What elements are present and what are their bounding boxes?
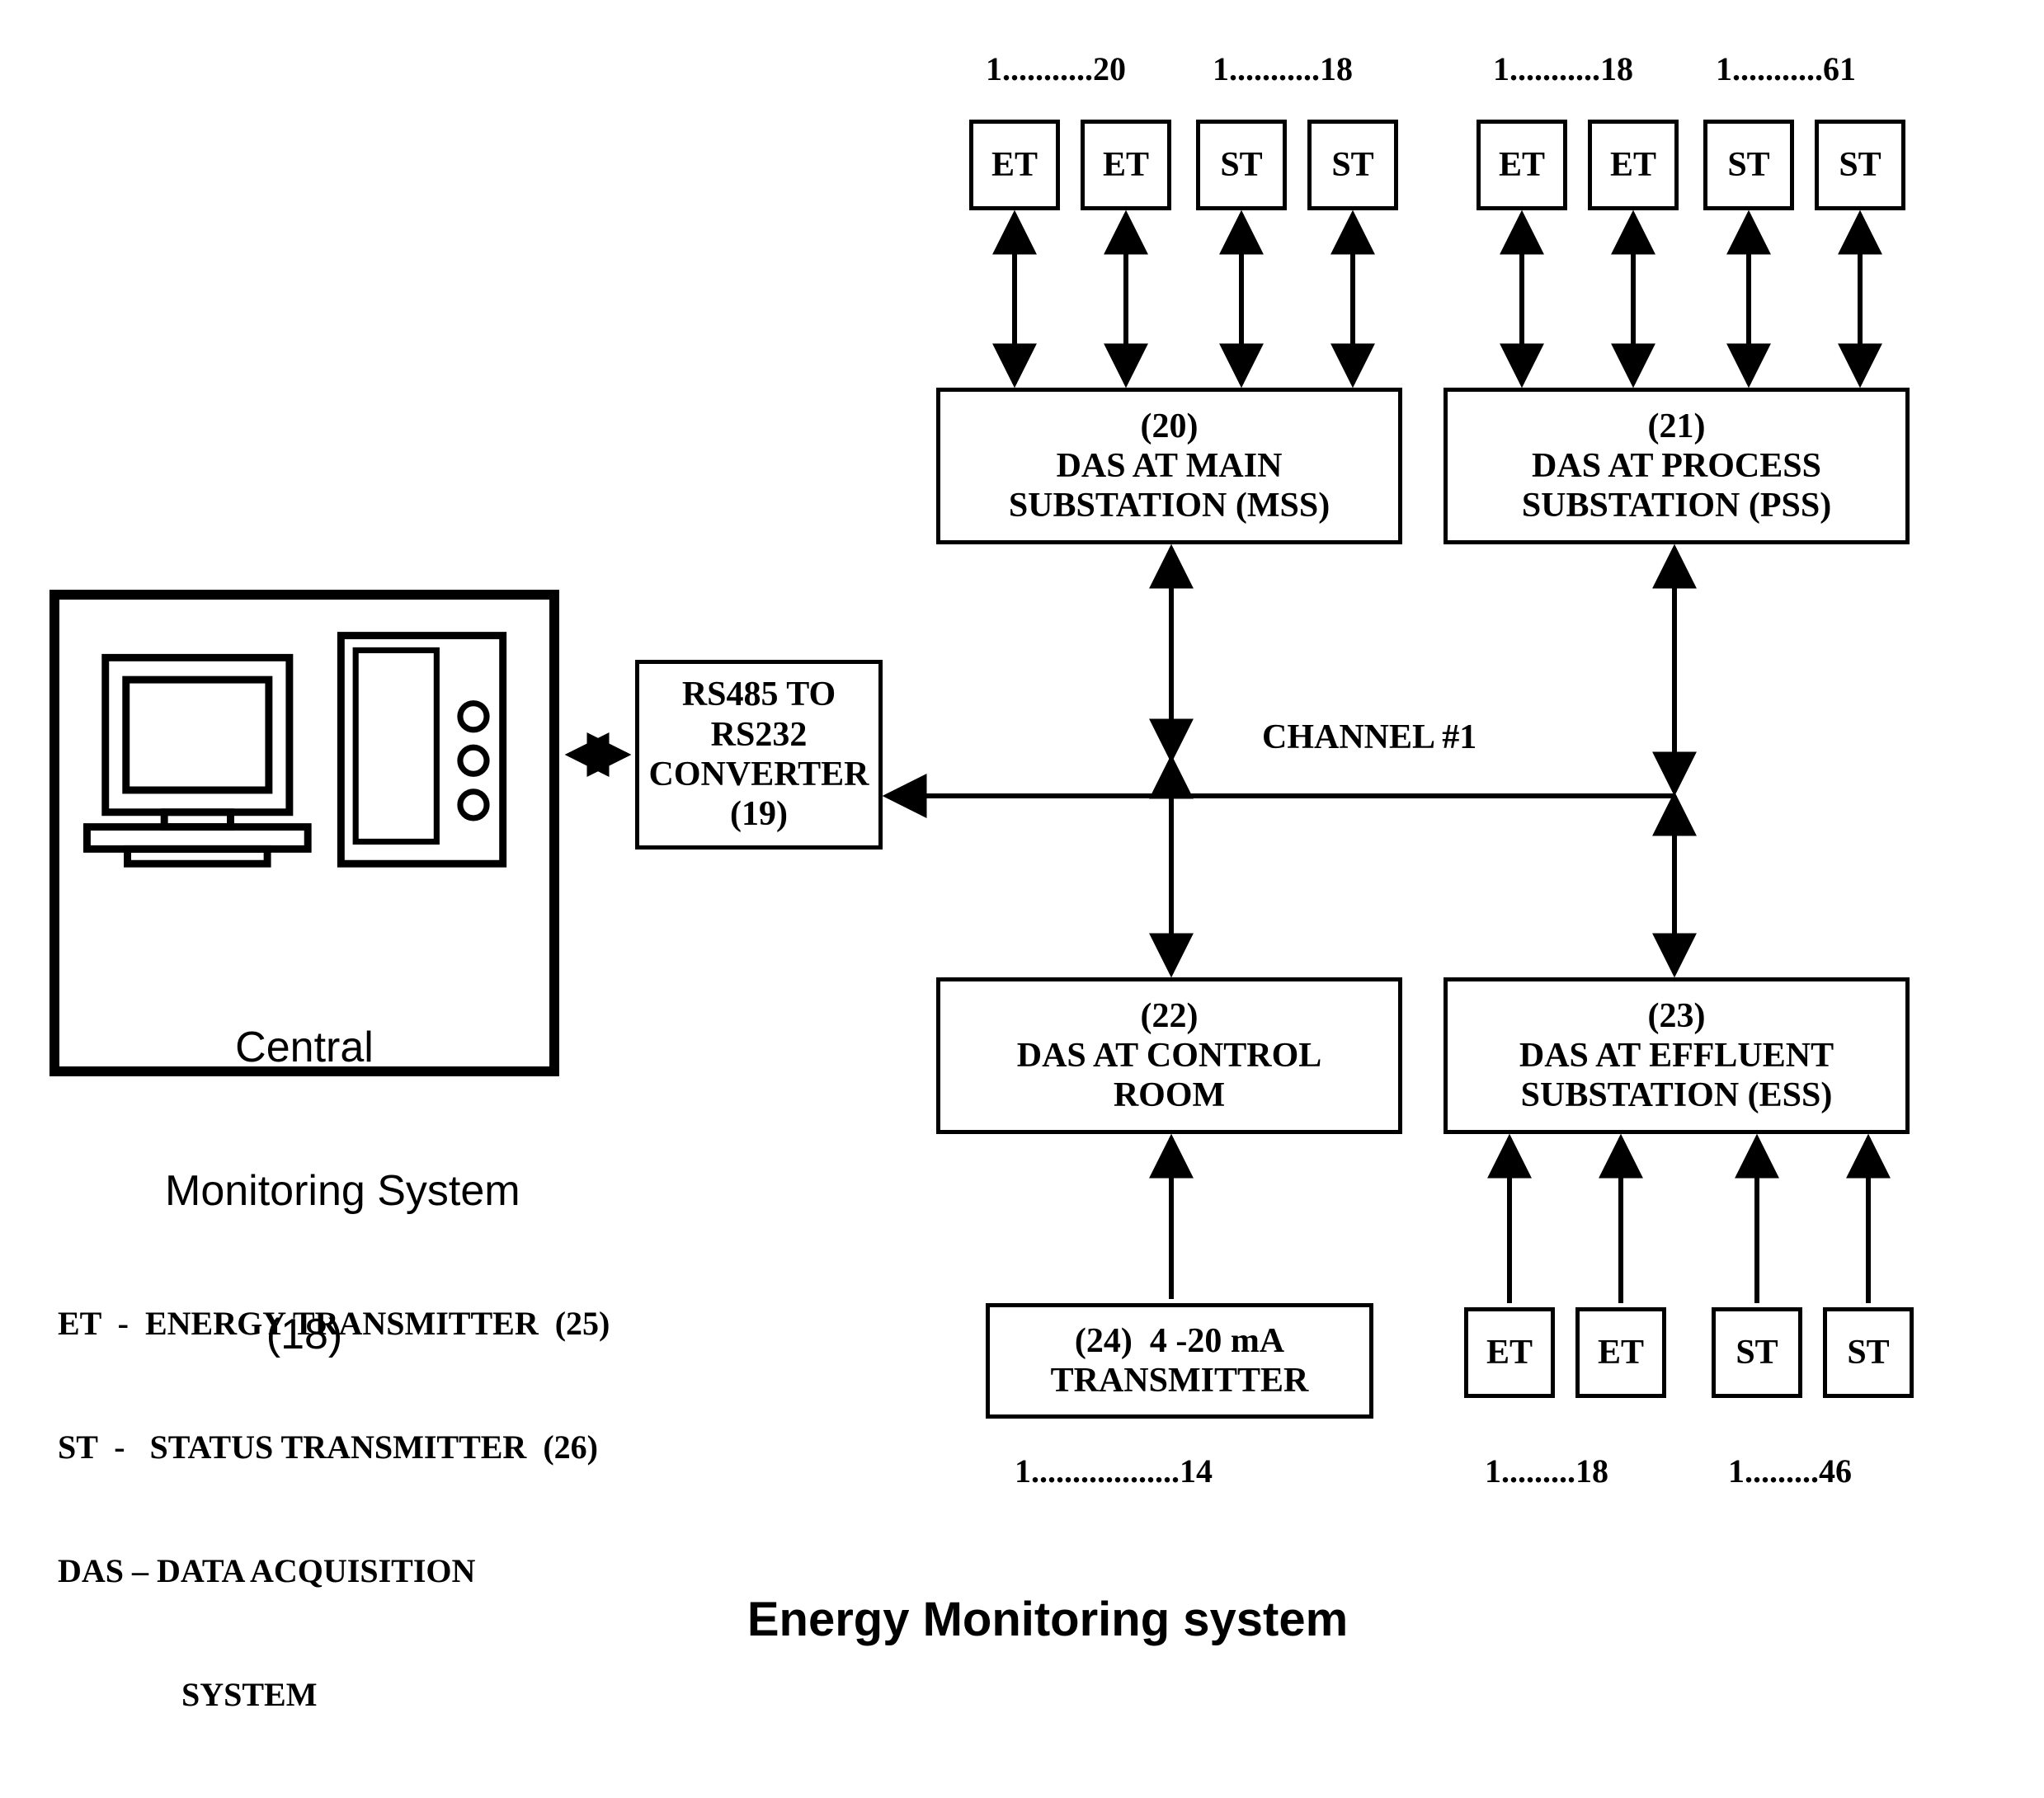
range-bot_tx: 1..................14	[1015, 1452, 1213, 1490]
cms-label-line1: Central	[165, 1024, 444, 1071]
das-ess-l1: DAS AT EFFLUENT	[1519, 1036, 1834, 1076]
et-box-bot-0: ET	[1464, 1307, 1555, 1398]
das-cr-num: (22)	[1017, 996, 1322, 1036]
das-mss-box: (20) DAS AT MAIN SUBSTATION (MSS)	[936, 388, 1402, 544]
legend-block: ET - ENERGY TRANSMITTER (25) ST - STATUS…	[58, 1221, 610, 1798]
diagram-stage: Central Monitoring System (18) RS485 TO …	[0, 0, 2044, 1708]
st-box-bot-3: ST	[1823, 1307, 1914, 1398]
legend-et: ET - ENERGY TRANSMITTER (25)	[58, 1303, 610, 1344]
range-top_mss_st: 1...........18	[1213, 49, 1353, 88]
das-mss-l2: SUBSTATION (MSS)	[1009, 486, 1330, 525]
converter-line2: RS232	[649, 715, 869, 755]
converter-line4: (19)	[649, 794, 869, 834]
range-bot_ess_st: 1.........46	[1728, 1452, 1852, 1490]
st-box-top-3: ST	[1307, 120, 1398, 210]
das-cr-box: (22) DAS AT CONTROL ROOM	[936, 977, 1402, 1134]
channel-label: CHANNEL #1	[1262, 718, 1476, 757]
das-cr-l2: ROOM	[1017, 1076, 1322, 1115]
transmitter-box: (24) 4 -20 mA TRANSMITTER	[986, 1303, 1373, 1419]
das-pss-l1: DAS AT PROCESS	[1522, 446, 1831, 486]
figure-title: Energy Monitoring system	[635, 1592, 1460, 1647]
das-pss-num: (21)	[1522, 407, 1831, 446]
converter-line3: CONVERTER	[649, 755, 869, 794]
legend-das: DAS – DATA ACQUISITION	[58, 1551, 610, 1592]
rs485-rs232-converter-box: RS485 TO RS232 CONVERTER (19)	[635, 660, 883, 850]
computer-icon	[83, 620, 525, 938]
das-ess-num: (23)	[1519, 996, 1834, 1036]
legend-das2: SYSTEM	[58, 1674, 610, 1716]
range-top_mss_et: 1...........20	[986, 49, 1126, 88]
st-box-bot-2: ST	[1712, 1307, 1802, 1398]
legend-st: ST - STATUS TRANSMITTER (26)	[58, 1427, 610, 1468]
et-box-top-5: ET	[1588, 120, 1679, 210]
et-box-bot-1: ET	[1575, 1307, 1666, 1398]
et-box-top-1: ET	[1081, 120, 1171, 210]
tx-l1: 4 -20 mA	[1150, 1322, 1284, 1360]
st-box-top-7: ST	[1815, 120, 1905, 210]
das-pss-box: (21) DAS AT PROCESS SUBSTATION (PSS)	[1444, 388, 1910, 544]
range-top_pss_st: 1...........61	[1716, 49, 1856, 88]
et-box-top-4: ET	[1476, 120, 1567, 210]
das-ess-l2: SUBSTATION (ESS)	[1519, 1076, 1834, 1115]
das-mss-num: (20)	[1009, 407, 1330, 446]
das-mss-l1: DAS AT MAIN	[1009, 446, 1330, 486]
st-box-top-2: ST	[1196, 120, 1287, 210]
das-cr-l1: DAS AT CONTROL	[1017, 1036, 1322, 1076]
das-pss-l2: SUBSTATION (PSS)	[1522, 486, 1831, 525]
das-ess-box: (23) DAS AT EFFLUENT SUBSTATION (ESS)	[1444, 977, 1910, 1134]
converter-line1: RS485 TO	[649, 675, 869, 714]
range-bot_ess_et: 1.........18	[1485, 1452, 1608, 1490]
et-box-top-0: ET	[969, 120, 1060, 210]
tx-num: (24)	[1075, 1322, 1133, 1360]
tx-l2: TRANSMITTER	[1051, 1361, 1309, 1400]
st-box-top-6: ST	[1703, 120, 1794, 210]
cms-label-line2: Monitoring System	[165, 1167, 444, 1215]
range-top_pss_et: 1...........18	[1493, 49, 1633, 88]
